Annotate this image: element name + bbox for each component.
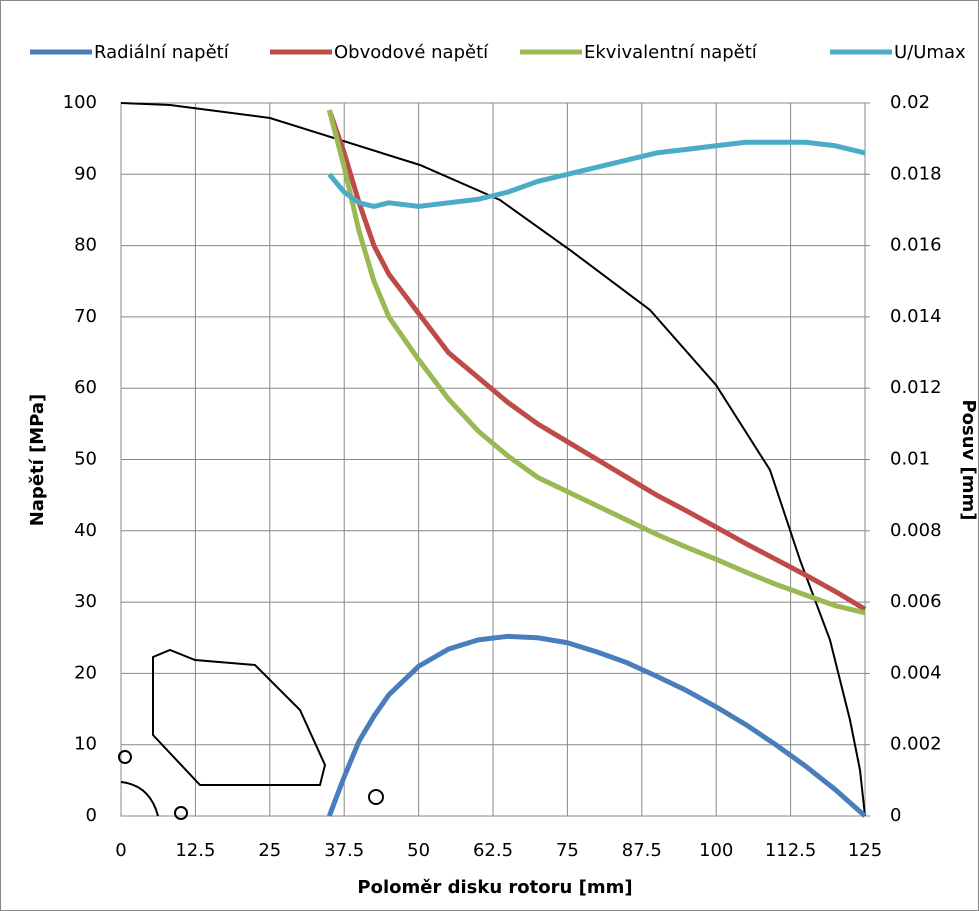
y-tick-label: 0 bbox=[86, 805, 97, 826]
legend-label: Ekvivalentní napětí bbox=[584, 42, 758, 63]
y2-tick-label: 0 bbox=[890, 805, 901, 826]
y-tick-label: 30 bbox=[74, 591, 97, 612]
y2-tick-label: 0.014 bbox=[890, 306, 942, 327]
plot-frame bbox=[120, 102, 866, 817]
y-tick-label: 10 bbox=[74, 734, 97, 755]
y2-tick-label: 0.018 bbox=[890, 163, 942, 184]
x-tick-label: 25 bbox=[258, 840, 281, 861]
y2-tick-label: 0.006 bbox=[890, 591, 942, 612]
y-tick-label: 90 bbox=[74, 163, 97, 184]
x-tick-label: 37.5 bbox=[324, 840, 364, 861]
overlay-drawing bbox=[118, 102, 866, 820]
x-axis-title: Poloměr disku rotoru [mm] bbox=[357, 877, 632, 898]
y-axis-title: Napětí [MPa] bbox=[27, 394, 48, 527]
y2-tick-label: 0.016 bbox=[890, 235, 942, 256]
x-tick-label: 100 bbox=[699, 840, 733, 861]
plot bbox=[326, 109, 867, 818]
series-line bbox=[326, 109, 866, 616]
y-tick-label: 100 bbox=[63, 92, 97, 113]
y2-tick-label: 0.008 bbox=[890, 520, 942, 541]
y-tick-label: 60 bbox=[74, 377, 97, 398]
y-tick-label: 40 bbox=[74, 520, 97, 541]
y2-tick-label: 0.012 bbox=[890, 377, 942, 398]
y2-axis-title: Posuv [mm] bbox=[958, 399, 979, 520]
y2-tick-label: 0.004 bbox=[890, 662, 942, 683]
series-line bbox=[326, 633, 867, 818]
x-tick-label: 12.5 bbox=[175, 840, 215, 861]
y2-tick-label: 0.002 bbox=[890, 734, 942, 755]
legend-label: U/Umax bbox=[894, 42, 966, 63]
y-tick-label: 80 bbox=[74, 235, 97, 256]
y2-tick-label: 0.02 bbox=[890, 92, 930, 113]
y2-tick-label: 0.01 bbox=[890, 449, 930, 470]
x-tick-label: 0 bbox=[115, 840, 126, 861]
y-tick-label: 20 bbox=[74, 662, 97, 683]
series-line bbox=[326, 109, 867, 612]
y-tick-label: 70 bbox=[74, 306, 97, 327]
x-tick-label: 87.5 bbox=[622, 840, 662, 861]
x-tick-label: 125 bbox=[848, 840, 882, 861]
series-line bbox=[327, 139, 866, 209]
x-tick-label: 50 bbox=[407, 840, 430, 861]
legend-label: Obvodové napětí bbox=[334, 42, 489, 63]
x-tick-label: 62.5 bbox=[473, 840, 513, 861]
x-tick-label: 75 bbox=[556, 840, 579, 861]
y-tick-label: 50 bbox=[74, 449, 97, 470]
x-tick-label: 112.5 bbox=[765, 840, 817, 861]
legend-label: Radiální napětí bbox=[94, 42, 230, 63]
